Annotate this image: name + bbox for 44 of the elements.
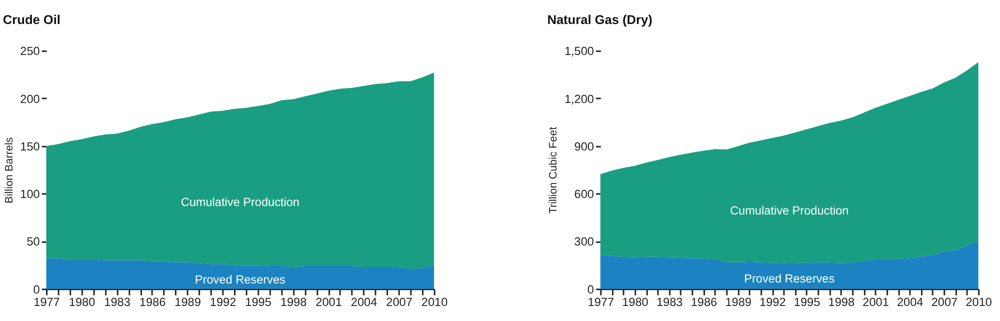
x-tick-label: 2010	[966, 295, 992, 310]
x-tick-label: 1995	[794, 295, 821, 310]
x-tick-label: 1995	[245, 295, 272, 310]
x-tick-label: 1992	[210, 295, 236, 310]
chart-title: Natural Gas (Dry)	[547, 12, 652, 28]
x-tick-label: 1992	[760, 295, 786, 310]
y-tick-label: 0	[33, 282, 40, 296]
y-tick-label: 100	[20, 187, 40, 202]
x-tick-label: 1998	[280, 295, 308, 310]
x-tick-label: 1989	[174, 295, 201, 310]
x-tick-label: 2001	[862, 295, 889, 310]
y-tick-label: 250	[20, 44, 40, 58]
series-label: Cumulative Production	[730, 204, 849, 218]
x-tick-label: 1977	[588, 295, 614, 310]
x-tick-label: 2001	[316, 295, 342, 310]
x-tick-label: 2007	[386, 295, 412, 310]
y-tick-label: 0	[587, 282, 594, 296]
series-label: Cumulative Production	[180, 195, 300, 210]
y-tick-label: 1,200	[564, 92, 594, 106]
y-tick-label: 150	[20, 139, 40, 154]
y-axis-title: Billion Barrels	[3, 136, 16, 204]
x-tick-label: 2004	[896, 295, 924, 310]
x-tick-label: 1980	[68, 295, 96, 310]
y-axis-title: Trillion Cubic Feet	[548, 126, 560, 214]
x-tick-label: 1980	[622, 295, 649, 310]
x-tick-label: 1986	[690, 295, 718, 310]
series-label: Proved Reserves	[744, 271, 835, 286]
x-tick-label: 1977	[34, 295, 60, 310]
x-tick-label: 2007	[931, 295, 958, 310]
x-tick-label: 1998	[828, 295, 855, 310]
x-tick-label: 1989	[725, 295, 752, 310]
x-tick-label: 2004	[350, 295, 378, 310]
y-tick-label: 1,500	[564, 44, 594, 58]
x-tick-label: 1983	[104, 295, 131, 310]
y-tick-label: 300	[574, 234, 594, 249]
x-tick-label: 1986	[139, 295, 166, 310]
series-label: Proved Reserves	[194, 272, 286, 286]
y-tick-label: 900	[574, 139, 594, 154]
x-tick-label: 2010	[421, 295, 448, 310]
y-tick-label: 600	[574, 187, 594, 202]
x-tick-label: 1983	[656, 295, 684, 310]
chart-title: Crude Oil	[2, 12, 60, 28]
y-tick-label: 50	[26, 234, 40, 249]
y-tick-label: 200	[20, 92, 40, 106]
